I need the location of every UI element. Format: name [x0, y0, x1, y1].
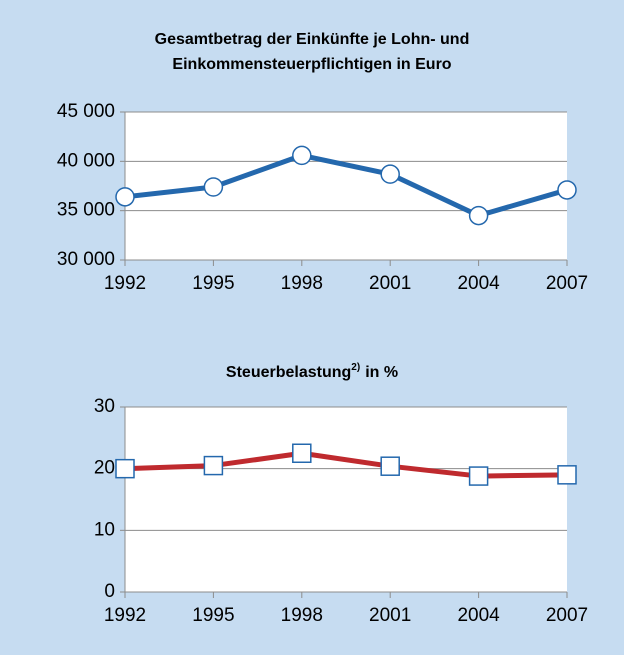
chart-title: Gesamtbetrag der Einkünfte je Lohn- und: [155, 31, 470, 48]
y-tick-label: 45 000: [57, 101, 115, 122]
chart-title-suffix: in %: [365, 364, 398, 381]
plot-area: [125, 112, 567, 260]
x-tick-label: 1995: [192, 273, 234, 294]
x-tick-label: 2007: [546, 605, 588, 626]
data-point: [115, 187, 135, 207]
x-tick-label: 2004: [457, 605, 500, 626]
data-point: [115, 458, 135, 479]
x-tick-label: 2001: [369, 605, 411, 626]
x-tick-label: 1998: [281, 605, 323, 626]
data-point: [380, 456, 400, 476]
y-tick-label: 20: [94, 458, 115, 479]
x-tick-label: 1998: [281, 273, 323, 294]
y-tick-label: 40 000: [57, 150, 115, 171]
y-tick-label: 10: [94, 519, 115, 540]
x-tick-label: 1992: [104, 605, 146, 626]
data-point: [468, 466, 489, 486]
chart-title: Steuerbelastung2) in %: [226, 362, 398, 382]
data-point: [292, 443, 312, 463]
data-point: [468, 205, 489, 226]
data-point: [203, 455, 224, 476]
chart-title-text: Gesamtbetrag der Einkünfte je Lohn- und: [155, 31, 470, 48]
x-tick-label: 2001: [369, 273, 411, 294]
x-tick-label: 2007: [546, 273, 588, 294]
y-tick-label: 30 000: [57, 249, 115, 270]
chart-title-text: Einkommensteuerpflichtigen in Euro: [172, 56, 451, 73]
y-tick-label: 35 000: [57, 200, 115, 221]
chart-title: Einkommensteuerpflichtigen in Euro: [172, 56, 451, 73]
x-tick-label: 1992: [104, 273, 146, 294]
chart-title-note: 2): [351, 362, 360, 373]
data-point: [557, 180, 577, 200]
data-point: [380, 164, 400, 184]
chart-title-text: Steuerbelastung: [226, 364, 351, 381]
x-tick-label: 2004: [457, 273, 500, 294]
plot-area: [125, 407, 567, 592]
y-tick-label: 30: [94, 396, 115, 417]
data-point: [203, 177, 224, 197]
x-tick-label: 1995: [192, 605, 234, 626]
series-line: [124, 450, 568, 479]
data-point: [557, 465, 577, 485]
data-point: [292, 145, 312, 166]
series-line: [124, 152, 568, 219]
y-tick-label: 0: [104, 581, 115, 602]
